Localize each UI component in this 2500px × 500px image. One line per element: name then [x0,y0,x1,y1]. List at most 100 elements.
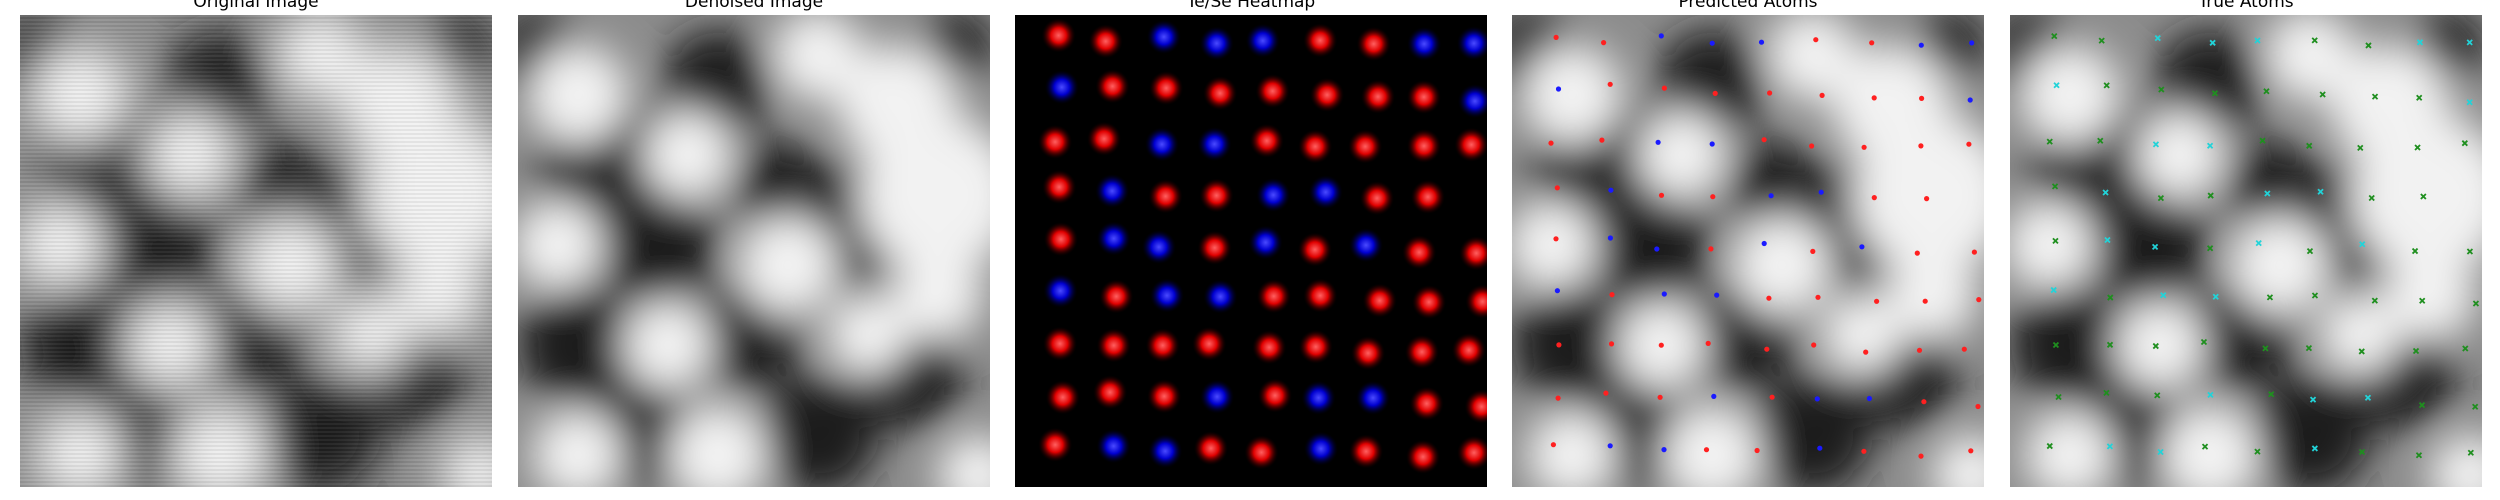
true-te-atom [2411,247,2419,255]
true-te-atom [2098,37,2105,44]
true-te-atom [2358,448,2366,456]
texture-blob [2020,45,2120,145]
predicted-te-atom [1961,346,1967,352]
te-heat-spot [1406,80,1441,114]
true-te-atom [2106,341,2114,348]
predicted-te-atom [1553,236,1559,242]
texture-blob [2135,110,2225,200]
true-te-atom [2097,137,2104,144]
panel-title-denoised: Denoised Image [684,0,824,12]
true-te-atom [2311,292,2319,299]
predicted-se-atom [1661,447,1667,453]
true-se-atom [2207,391,2214,398]
true-te-atom [2461,140,2468,147]
texture-blob [1512,285,1632,405]
te-heat-spot [1043,326,1077,361]
texture-blob [2225,140,2315,230]
predicted-te-atom [1658,342,1664,348]
predicted-te-atom [1921,399,1927,405]
predicted-se-atom [1709,40,1715,46]
texture-blob [738,215,838,315]
panel-title-predicted: Predicted Atoms [1678,0,1818,12]
predicted-se-atom [1918,42,1924,48]
se-heat-spot [1301,380,1336,415]
true-se-atom [2050,286,2057,294]
texture-blob [2010,285,2130,405]
te-heat-spot [1149,71,1184,106]
true-te-atom [2472,300,2480,307]
te-heat-spot [1410,179,1445,214]
predicted-se-atom [1814,396,1820,402]
se-heat-spot [1146,19,1181,54]
te-heat-spot [1095,69,1130,104]
true-te-atom [2412,347,2420,355]
true-te-atom [2306,142,2313,149]
true-te-atom [2103,82,2110,89]
true-se-atom [2255,239,2262,247]
predicted-te-atom [1703,447,1710,453]
true-te-atom [2357,144,2364,151]
true-te-atom [2358,348,2365,355]
predicted-te-atom [1971,249,1977,255]
texture-blob [938,435,990,487]
texture-blob [2265,15,2355,100]
predicted-atoms [1512,15,1984,487]
te-heat-spot [1362,283,1397,318]
true-te-atom [2472,403,2479,410]
texture-blob [2160,405,2260,487]
texture-blob [1732,215,1832,315]
true-te-atom [2419,297,2426,304]
predicted-te-atom [1608,341,1615,347]
predicted-te-atom [1819,92,1825,98]
predicted-te-atom [1914,250,1920,256]
te-heat-spot [1298,129,1333,164]
te-heat-spot [1255,74,1290,109]
predicted-te-atom [1767,90,1773,96]
texture-blob [828,295,908,375]
true-te-atom [2415,452,2423,459]
te-heat-spot [1256,279,1291,314]
texture-blob [1752,375,1872,487]
predicted-te-atom [1554,185,1560,191]
true-te-atom [2368,194,2375,202]
predicted-te-atom [1603,390,1609,396]
true-te-atom [2416,94,2423,101]
panel-title-heatmap: Te/Se Heatmap [1186,0,1316,12]
predicted-te-atom [1916,347,1923,353]
predicted-te-atom [1609,292,1615,298]
true-te-atom [2466,248,2474,255]
te-heat-spot [1465,284,1487,319]
se-heat-spot [1141,230,1176,264]
predicted-te-atom [1548,140,1554,146]
true-se-atom [2152,141,2160,148]
true-te-atom [2467,449,2474,456]
true-se-atom [2212,293,2219,300]
true-se-atom [2466,39,2473,46]
true-te-atom [2263,88,2270,95]
true-te-atom [2306,247,2314,255]
te-heat-spot [1244,435,1279,470]
se-heat-spot [1308,175,1343,210]
te-heat-spot [1459,236,1487,271]
predicted-te-atom [1599,137,1605,143]
predicted-te-atom [1769,394,1775,400]
predicted-te-atom [1553,34,1559,40]
true-se-atom [2157,448,2164,456]
true-se-atom [2151,243,2159,251]
te-heat-spot [1412,285,1446,320]
predicted-se-atom [1758,39,1765,45]
predicted-te-atom [1869,40,1875,46]
true-te-atom [2259,137,2266,144]
texture-blob [2330,45,2450,165]
true-te-atom [2207,192,2214,199]
texture-blob [2320,295,2400,375]
texture-blob [518,200,603,290]
te-heat-spot [1402,235,1437,270]
te-heat-spot [1038,427,1073,462]
te-heat-spot [1193,431,1228,466]
te-heat-spot [1087,121,1122,156]
te-heat-spot [1451,333,1486,368]
te-heat-spot [1454,127,1487,162]
te-heat-spot [1199,178,1234,213]
te-heat-spot [1303,278,1338,313]
